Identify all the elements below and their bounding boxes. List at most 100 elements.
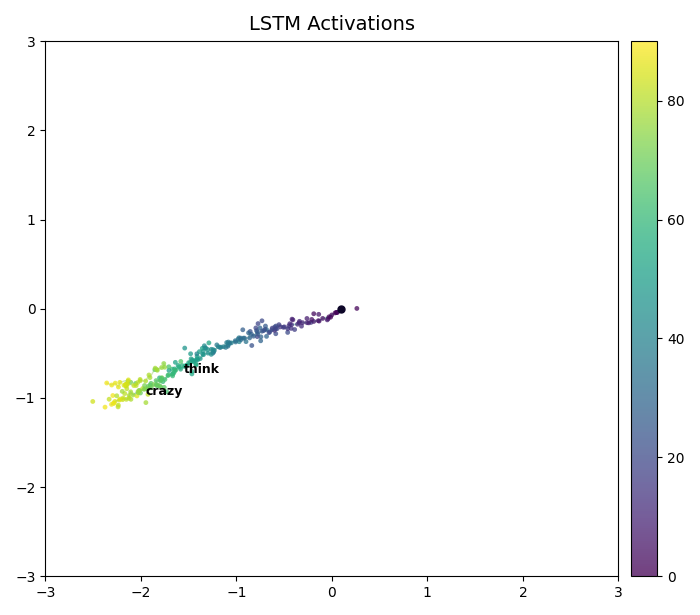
Point (197, 346, 209, 356)
Point (313, 309, 324, 319)
Point (159, 362, 170, 372)
Point (153, 380, 164, 390)
Point (218, 342, 229, 352)
Point (110, 378, 121, 388)
Point (107, 391, 118, 400)
Point (122, 375, 134, 385)
Point (211, 340, 223, 350)
Point (167, 364, 178, 374)
Point (146, 378, 157, 388)
Point (170, 365, 181, 375)
Point (301, 314, 312, 323)
Point (113, 402, 124, 412)
Point (279, 322, 290, 331)
Point (297, 318, 308, 328)
Point (213, 342, 224, 352)
Point (183, 358, 195, 368)
Point (284, 321, 295, 331)
Point (154, 381, 165, 391)
Point (251, 326, 262, 336)
Point (234, 337, 245, 347)
Point (119, 389, 130, 399)
Point (292, 319, 303, 329)
Point (167, 371, 178, 381)
Point (117, 386, 128, 396)
Point (351, 304, 363, 314)
Point (235, 335, 246, 344)
Point (140, 398, 151, 408)
Point (149, 365, 160, 375)
Point (216, 342, 227, 352)
Point (146, 383, 157, 392)
Point (246, 330, 257, 339)
Point (185, 349, 196, 359)
Point (179, 362, 190, 371)
Point (202, 344, 214, 354)
Point (179, 343, 190, 353)
Point (214, 343, 225, 352)
Point (120, 381, 132, 391)
Point (314, 316, 325, 326)
Point (270, 329, 281, 339)
Point (108, 398, 119, 408)
Point (160, 375, 171, 384)
Point (286, 314, 297, 324)
Point (293, 318, 304, 328)
Point (239, 333, 250, 343)
Point (260, 325, 271, 335)
Point (134, 386, 145, 395)
Point (154, 373, 165, 383)
Point (114, 395, 125, 405)
Point (190, 355, 202, 365)
Point (267, 323, 278, 333)
Point (113, 382, 124, 392)
Point (269, 325, 280, 335)
Point (244, 327, 256, 336)
Point (251, 323, 262, 333)
Point (144, 373, 155, 383)
Point (284, 319, 295, 328)
Point (270, 322, 281, 332)
Point (256, 332, 267, 342)
Point (200, 343, 211, 353)
Point (203, 338, 214, 347)
Point (322, 315, 333, 325)
Point (101, 378, 112, 388)
Point (278, 322, 289, 332)
Point (122, 379, 133, 389)
Point (286, 323, 297, 333)
Point (156, 373, 167, 383)
Point (175, 357, 186, 367)
Point (306, 314, 317, 324)
Point (88, 397, 99, 407)
Point (308, 309, 319, 319)
Point (118, 393, 129, 403)
Point (163, 362, 174, 371)
Point (272, 324, 283, 334)
Point (159, 383, 170, 392)
Point (143, 381, 154, 391)
Point (246, 341, 258, 351)
Point (156, 363, 167, 373)
Point (337, 306, 348, 315)
Point (155, 382, 167, 392)
Point (194, 347, 205, 357)
Point (308, 317, 319, 327)
Point (302, 318, 313, 328)
Point (163, 365, 174, 375)
Point (252, 329, 263, 339)
Point (163, 370, 174, 379)
Point (111, 391, 122, 401)
Point (208, 345, 219, 355)
Point (287, 315, 298, 325)
Point (209, 346, 220, 355)
Point (134, 386, 145, 395)
Point (117, 395, 128, 405)
Point (139, 381, 150, 391)
Point (208, 347, 219, 357)
Point (325, 312, 336, 322)
Point (176, 360, 188, 370)
Point (243, 328, 254, 338)
Point (130, 381, 141, 391)
Point (148, 379, 160, 389)
